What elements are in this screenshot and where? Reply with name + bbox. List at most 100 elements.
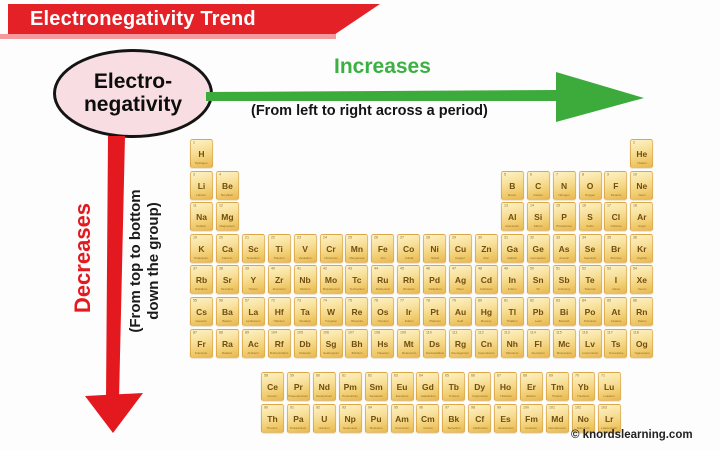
atomic-number: 83 <box>555 299 560 303</box>
element-cell-P: 15 P Phosphorus <box>552 202 576 232</box>
element-symbol: Cl <box>611 212 621 223</box>
element-symbol: Ti <box>275 243 283 254</box>
element-symbol: Ir <box>405 307 412 317</box>
atomic-number: 107 <box>348 330 355 335</box>
atomic-number: 64 <box>419 374 424 378</box>
element-cell-Cf: 98 Cf Californium <box>468 403 492 433</box>
element-cell-Nd: 60 Nd Neodymium <box>312 372 336 401</box>
element-name: Strontium <box>221 288 234 292</box>
element-name: Tin <box>536 288 541 292</box>
element-symbol: Fe <box>377 243 388 254</box>
increase-note: (From left to right across a period) <box>251 103 488 119</box>
element-name: Chromium <box>324 256 338 260</box>
element-symbol: Nh <box>506 338 518 349</box>
element-symbol: Pt <box>430 307 439 317</box>
element-symbol: Og <box>635 338 648 349</box>
element-name: Selenium <box>583 256 597 260</box>
element-name: Barium <box>222 319 233 323</box>
element-cell-At: 85 At Astatine <box>604 297 628 326</box>
atomic-number: 30 <box>477 235 482 240</box>
atomic-number: 72 <box>270 299 275 303</box>
element-cell-Fl: 114 Fl Flerovium <box>526 328 550 358</box>
element-cell-Hf: 72 Hf Hafnium <box>267 297 291 326</box>
element-cell-Es: 99 Es Einsteinium <box>494 403 518 433</box>
atomic-number: 81 <box>503 299 508 303</box>
atomic-number: 17 <box>607 204 612 208</box>
atomic-number: 57 <box>244 299 249 303</box>
atomic-number: 8 <box>581 172 584 177</box>
atomic-number: 32 <box>529 235 534 240</box>
element-name: Promethium <box>342 394 359 398</box>
element-symbol: Sm <box>369 382 383 392</box>
element-name: Nihonium <box>506 351 519 355</box>
element-cell-V: 23 V Vanadium <box>293 233 317 263</box>
element-cell-K: 19 K Potassium <box>190 233 213 263</box>
element-cell-Nh: 113 Nh Nihonium <box>500 328 524 358</box>
element-cell-Lu: 71 Lu Lutetium <box>597 372 621 401</box>
element-cell-Mo: 42 Mo Molybdenum <box>319 265 343 295</box>
element-name: Aluminium <box>505 225 520 229</box>
element-name: Cobalt <box>404 256 413 260</box>
element-symbol: Mn <box>350 243 364 254</box>
element-symbol: Zr <box>274 275 284 286</box>
element-cell-No: 102 No Nobelium <box>571 403 595 433</box>
element-name: Fluorine <box>610 193 622 197</box>
element-symbol: Pu <box>370 413 382 424</box>
element-symbol: Bk <box>448 413 460 424</box>
element-symbol: Cu <box>454 243 467 254</box>
element-cell-In: 49 In Indium <box>500 265 524 295</box>
element-cell-F: 9 F Fluorine <box>604 170 628 200</box>
element-name: Thulium <box>552 394 563 398</box>
atomic-number: 36 <box>633 235 638 240</box>
copyright-credit: © knordslearning.com <box>571 429 693 441</box>
element-symbol: Li <box>197 180 206 191</box>
element-symbol: Sr <box>222 275 232 286</box>
element-name: Lutetium <box>603 394 615 398</box>
atomic-number: 102 <box>574 405 581 410</box>
element-name: Bohrium <box>351 351 363 355</box>
element-name: Francium <box>195 351 208 355</box>
element-cell-Bi: 83 Bi Bismuth <box>552 297 576 326</box>
element-name: Arsenic <box>559 256 569 260</box>
element-cell-H: 1 H Hydrogen <box>190 139 213 168</box>
electronegativity-bubble: Electro- negativity <box>53 49 213 138</box>
element-cell-Cd: 48 Cd Cadmium <box>474 265 498 295</box>
element-cell-Yb: 70 Yb Ytterbium <box>571 372 595 401</box>
atomic-number: 109 <box>400 330 407 335</box>
element-cell-He: 2 He Helium <box>630 139 654 168</box>
element-symbol: K <box>198 243 205 254</box>
element-name: Hassium <box>377 351 389 355</box>
element-name: Iridium <box>404 319 414 323</box>
atomic-number: 63 <box>393 374 398 378</box>
element-name: Magnesium <box>219 225 235 229</box>
element-name: Gadolinium <box>420 394 436 398</box>
element-symbol: Er <box>527 382 536 392</box>
element-symbol: Bh <box>351 338 363 349</box>
atomic-number: 38 <box>218 267 223 271</box>
element-symbol: Ge <box>532 243 544 254</box>
element-cell-Zn: 30 Zn Zinc <box>474 233 498 263</box>
atomic-number: 13 <box>503 204 508 208</box>
atomic-number: 45 <box>400 267 405 271</box>
element-symbol: At <box>611 307 621 317</box>
element-symbol: Db <box>299 338 311 349</box>
element-name: Osmium <box>377 319 389 323</box>
atomic-number: 117 <box>607 330 614 335</box>
element-symbol: In <box>508 275 517 286</box>
element-name: Lithium <box>196 193 207 197</box>
element-symbol: Xe <box>636 275 647 286</box>
element-symbol: As <box>558 243 570 254</box>
element-symbol: Cm <box>421 413 435 424</box>
element-symbol: Na <box>196 212 207 223</box>
atomic-number: 89 <box>244 330 249 335</box>
element-cell-Mg: 12 Mg Magnesium <box>215 202 239 232</box>
atomic-number: 11 <box>193 204 197 208</box>
element-name: Tungsten <box>324 319 338 323</box>
element-name: Xenon <box>637 288 647 292</box>
element-cell-Ra: 88 Ra Radium <box>215 328 239 358</box>
element-cell-Sm: 62 Sm Samarium <box>364 372 388 401</box>
element-symbol: Tm <box>551 382 564 392</box>
atomic-number: 86 <box>633 299 638 303</box>
element-symbol: Ba <box>221 307 233 317</box>
